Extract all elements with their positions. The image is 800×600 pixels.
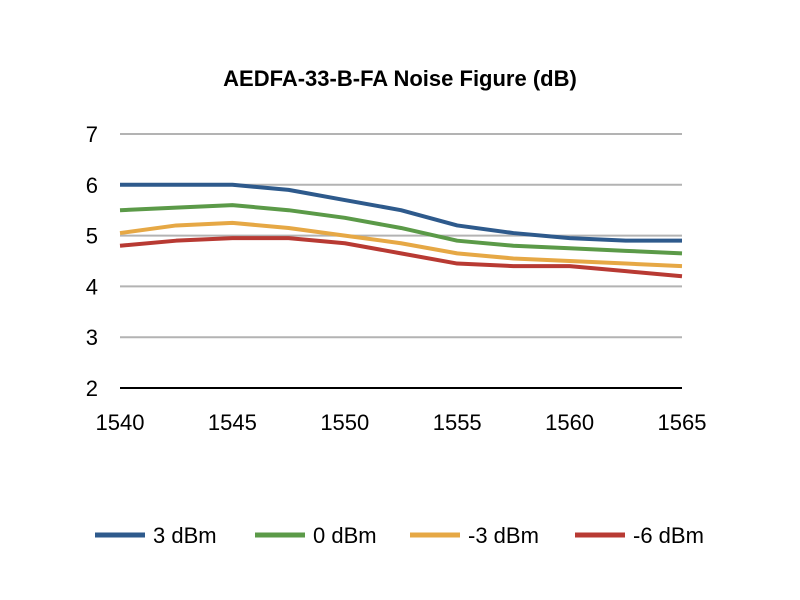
series-lines (119, 182, 683, 279)
y-tick-label: 3 (86, 325, 98, 350)
legend-label: 3 dBm (153, 523, 217, 548)
series-line-3 (119, 236, 683, 279)
y-tick-label: 7 (86, 122, 98, 147)
legend-label: -3 dBm (468, 523, 539, 548)
x-tick-label: 1550 (320, 410, 369, 435)
y-axis-ticks: 2 3 4 5 6 7 (86, 122, 98, 401)
legend: 3 dBm 0 dBm -3 dBm -6 dBm (95, 523, 704, 548)
y-tick-label: 5 (86, 224, 98, 249)
x-tick-label: 1555 (433, 410, 482, 435)
series-line-2 (119, 220, 683, 269)
legend-label: 0 dBm (313, 523, 377, 548)
x-tick-label: 1545 (208, 410, 257, 435)
x-tick-label: 1565 (658, 410, 707, 435)
x-tick-label: 1560 (545, 410, 594, 435)
y-tick-label: 4 (86, 274, 98, 299)
chart-title: AEDFA-33-B-FA Noise Figure (dB) (223, 66, 577, 91)
x-axis-ticks: 1540 1545 1550 1555 1560 1565 (96, 410, 707, 435)
x-tick-label: 1540 (96, 410, 145, 435)
legend-label: -6 dBm (633, 523, 704, 548)
y-tick-label: 6 (86, 173, 98, 198)
series-line-0 (120, 182, 682, 243)
series-line-1 (119, 203, 683, 256)
y-tick-label: 2 (86, 376, 98, 401)
